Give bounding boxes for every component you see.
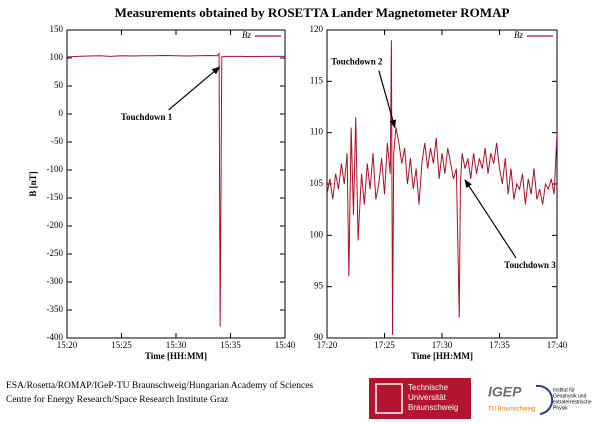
igep-logo-name: IGEP <box>488 384 522 400</box>
legend-label: Bz <box>242 30 251 40</box>
y-tick-label: -400 <box>47 332 64 342</box>
y-tick-label: -350 <box>47 304 64 314</box>
y-tick-label: 105 <box>310 178 324 188</box>
footer-line: ESA/Rosetta/ROMAP/IGeP-TU Braunschweig/H… <box>6 380 313 391</box>
x-tick-label: 17:25 <box>374 340 395 350</box>
x-axis-label: Time [HH:MM] <box>145 351 207 361</box>
x-tick-label: 17:35 <box>489 340 510 350</box>
x-tick-label: 17:40 <box>547 340 568 350</box>
igep-logo-sub: TU Braunschweig <box>488 407 535 413</box>
y-tick-label: -300 <box>47 276 64 286</box>
x-tick-label: 15:40 <box>275 340 296 350</box>
igep-logo-line: extraterrestrische <box>553 399 592 405</box>
annotation: Touchdown 1 <box>121 112 173 122</box>
x-tick-label: 17:30 <box>432 340 453 350</box>
x-axis-label: Time [HH:MM] <box>411 351 473 361</box>
tu-logo-text: Braunschweig <box>408 403 458 412</box>
x-tick-label: 15:35 <box>220 340 241 350</box>
igep-logo: IGEP TU Braunschweig Institut für Geophy… <box>488 384 592 415</box>
igep-logo-arc <box>535 384 554 415</box>
plot-frame <box>66 29 286 339</box>
x-tick-label: 15:25 <box>111 340 132 350</box>
x-tick-label: 17:20 <box>317 340 338 350</box>
y-tick-label: -250 <box>47 248 64 258</box>
y-tick-label: 90 <box>314 332 324 342</box>
y-axis-label: B [nT] <box>28 171 38 196</box>
footer-line: Centre for Energy Research/Space Researc… <box>6 394 228 405</box>
tu-logo-text: Universität <box>408 393 447 402</box>
y-tick-label: 110 <box>310 127 324 137</box>
data-line <box>327 40 557 335</box>
y-tick-label: 0 <box>59 108 64 118</box>
y-tick-label: 100 <box>310 229 324 239</box>
y-tick-label: 50 <box>54 80 64 90</box>
data-line <box>67 51 285 327</box>
y-tick-label: -200 <box>47 220 64 230</box>
plot-frame <box>326 29 558 339</box>
igep-logo-line: Institut für <box>553 387 575 393</box>
annotation-arrow <box>464 179 517 259</box>
tu-logo: Technische Universität Braunschweig <box>369 378 471 419</box>
annotation-arrow <box>378 70 397 129</box>
tu-logo-text: Technische <box>408 383 449 392</box>
igep-logo-line: Geophysik und <box>553 393 587 399</box>
igep-logo-line: Physik <box>553 405 568 411</box>
y-tick-label: 115 <box>310 75 324 85</box>
title: Measurements obtained by ROSETTA Lander … <box>115 5 510 20</box>
tu-crest <box>375 383 403 414</box>
annotation-arrow <box>168 66 221 111</box>
x-tick-label: 15:30 <box>166 340 187 350</box>
y-tick-label: 150 <box>50 24 64 34</box>
y-tick-label: -150 <box>47 192 64 202</box>
y-tick-label: 100 <box>50 52 64 62</box>
annotation: Touchdown 3 <box>504 260 556 270</box>
x-tick-label: 15:20 <box>57 340 78 350</box>
y-tick-label: 95 <box>314 281 324 291</box>
annotation: Touchdown 2 <box>331 57 383 67</box>
y-tick-label: 120 <box>310 24 324 34</box>
y-tick-label: -100 <box>47 164 64 174</box>
tu-logo-bg <box>369 378 471 419</box>
legend-label: Bz <box>514 30 523 40</box>
y-tick-label: -50 <box>51 136 63 146</box>
